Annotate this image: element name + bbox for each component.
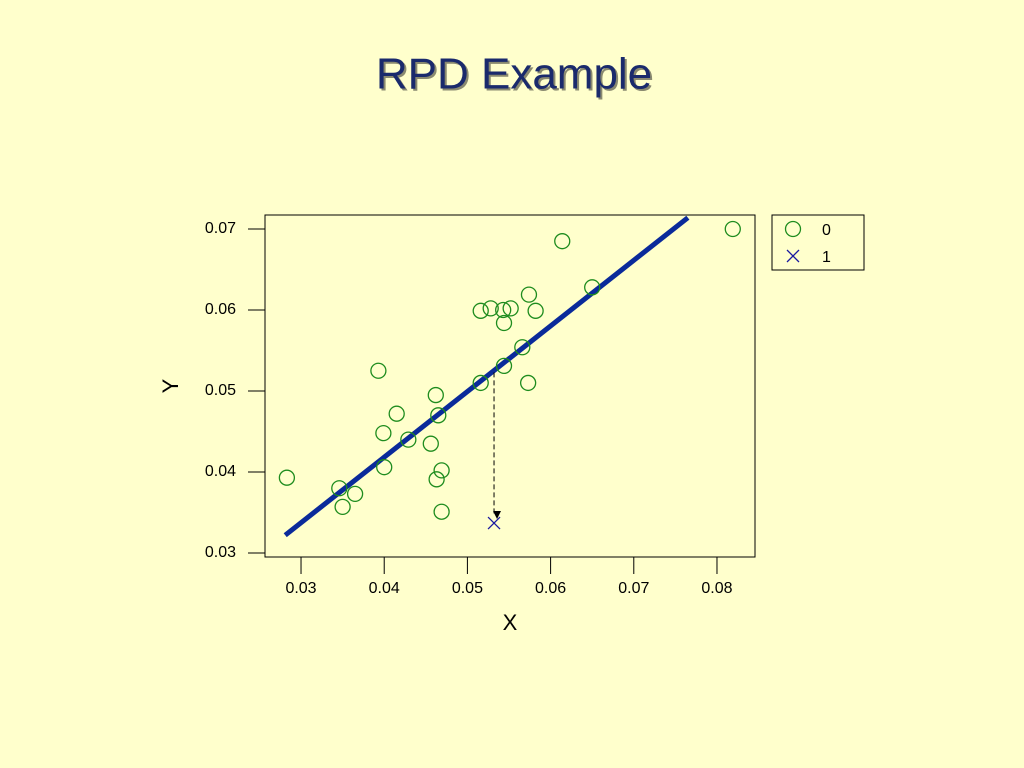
point xyxy=(495,357,513,375)
y-tick-label: 0.03 xyxy=(205,544,236,561)
y-tick-label: 0.06 xyxy=(205,301,236,318)
y-tick-label: 0.07 xyxy=(205,220,236,237)
point xyxy=(400,431,417,448)
point xyxy=(375,424,392,442)
x-tick-label: 0.04 xyxy=(369,580,400,597)
point xyxy=(388,405,405,422)
point xyxy=(376,459,393,476)
legend-label: 1 xyxy=(822,249,831,266)
point xyxy=(331,480,348,497)
point xyxy=(278,469,296,486)
x-tick-label: 0.05 xyxy=(452,580,483,597)
title-shadow: RPD Example xyxy=(378,52,654,101)
plot-frame xyxy=(264,214,756,558)
legend-marker xyxy=(786,249,800,263)
y-tick-label: 0.04 xyxy=(205,463,236,480)
point xyxy=(724,220,741,238)
point xyxy=(433,462,450,479)
y-axis-label: Y xyxy=(158,378,183,393)
point xyxy=(519,374,537,392)
point xyxy=(433,503,450,520)
x-axis-label: X xyxy=(503,610,518,635)
point xyxy=(495,301,512,319)
point xyxy=(370,362,387,379)
point xyxy=(495,314,513,332)
chart-title: RPD Example xyxy=(376,50,652,99)
point xyxy=(584,279,601,296)
point xyxy=(422,435,439,452)
legend-box xyxy=(771,214,865,271)
point xyxy=(520,286,538,303)
point xyxy=(428,471,445,488)
legend-marker xyxy=(784,220,802,238)
x-tick-label: 0.07 xyxy=(618,580,649,597)
point xyxy=(472,374,489,392)
point xyxy=(334,498,351,516)
point xyxy=(427,386,444,404)
x-tick-label: 0.08 xyxy=(701,580,732,597)
point xyxy=(472,302,489,319)
fit-line xyxy=(283,215,690,538)
point xyxy=(482,300,499,317)
point xyxy=(514,339,531,356)
y-tick-label: 0.05 xyxy=(205,382,236,399)
legend-label: 0 xyxy=(822,222,831,239)
point xyxy=(502,300,519,317)
point xyxy=(554,233,571,250)
x-tick-label: 0.03 xyxy=(285,580,316,597)
x-tick-label: 0.06 xyxy=(535,580,566,597)
point xyxy=(487,516,501,530)
point xyxy=(527,302,544,319)
point xyxy=(430,407,447,424)
point xyxy=(346,485,364,503)
